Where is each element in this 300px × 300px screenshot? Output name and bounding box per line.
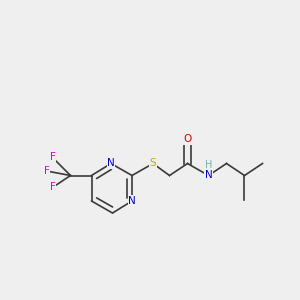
Text: N: N bbox=[205, 170, 212, 181]
Text: N: N bbox=[107, 158, 115, 169]
Text: F: F bbox=[44, 166, 50, 176]
Text: O: O bbox=[183, 134, 192, 145]
Text: F: F bbox=[50, 152, 56, 163]
Text: F: F bbox=[50, 182, 56, 193]
Text: S: S bbox=[150, 158, 156, 169]
Text: N: N bbox=[128, 196, 136, 206]
Text: H: H bbox=[205, 160, 212, 170]
